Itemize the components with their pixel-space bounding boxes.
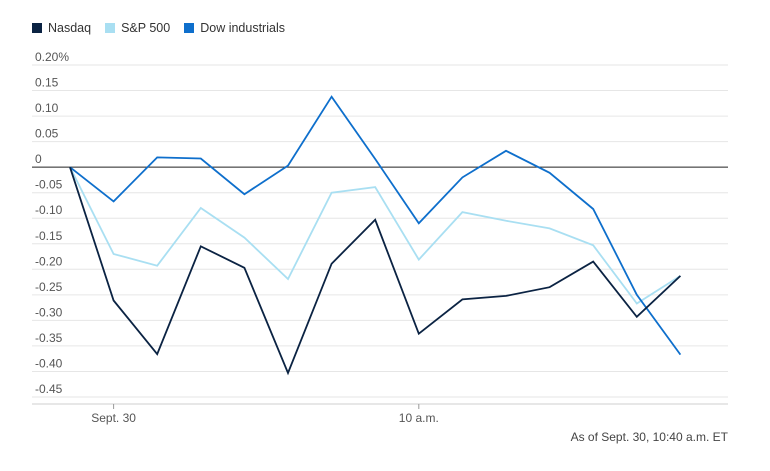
- y-tick-label: 0: [35, 152, 42, 166]
- series-line-nasdaq: [69, 166, 682, 376]
- y-tick-label: -0.15: [35, 229, 63, 243]
- y-tick-label: -0.25: [35, 280, 63, 294]
- series-line-dow-industrials: [69, 95, 682, 356]
- legend-item-dow-industrials: Dow industrials: [184, 21, 285, 35]
- y-tick-label: 0.15: [35, 76, 59, 90]
- y-tick-label: -0.45: [35, 382, 63, 396]
- y-tick-label: -0.35: [35, 331, 63, 345]
- chart-legend: Nasdaq S&P 500 Dow industrials: [32, 18, 285, 38]
- y-tick-label: -0.05: [35, 178, 63, 192]
- y-tick-label: 0.10: [35, 101, 59, 115]
- y-tick-label: -0.20: [35, 254, 63, 268]
- x-tick-label: Sept. 30: [91, 411, 136, 425]
- legend-label: S&P 500: [121, 21, 171, 35]
- y-tick-label: 0.20%: [35, 50, 69, 64]
- y-tick-label: -0.10: [35, 203, 63, 217]
- x-tick-label: 10 a.m.: [399, 411, 439, 425]
- legend-item-nasdaq: Nasdaq: [32, 21, 91, 35]
- legend-swatch: [105, 23, 116, 33]
- legend-item-s-p-500: S&P 500: [105, 21, 170, 35]
- legend-label: Dow industrials: [200, 21, 285, 35]
- y-tick-label: -0.40: [35, 356, 63, 370]
- y-tick-label: 0.05: [35, 127, 59, 141]
- y-tick-label: -0.30: [35, 305, 63, 319]
- legend-label: Nasdaq: [48, 21, 92, 35]
- legend-swatch: [32, 23, 42, 33]
- legend-swatch: [184, 23, 195, 33]
- chart-footnote: As of Sept. 30, 10:40 a.m. ET: [570, 430, 728, 444]
- series-line-s-p-500: [69, 166, 681, 305]
